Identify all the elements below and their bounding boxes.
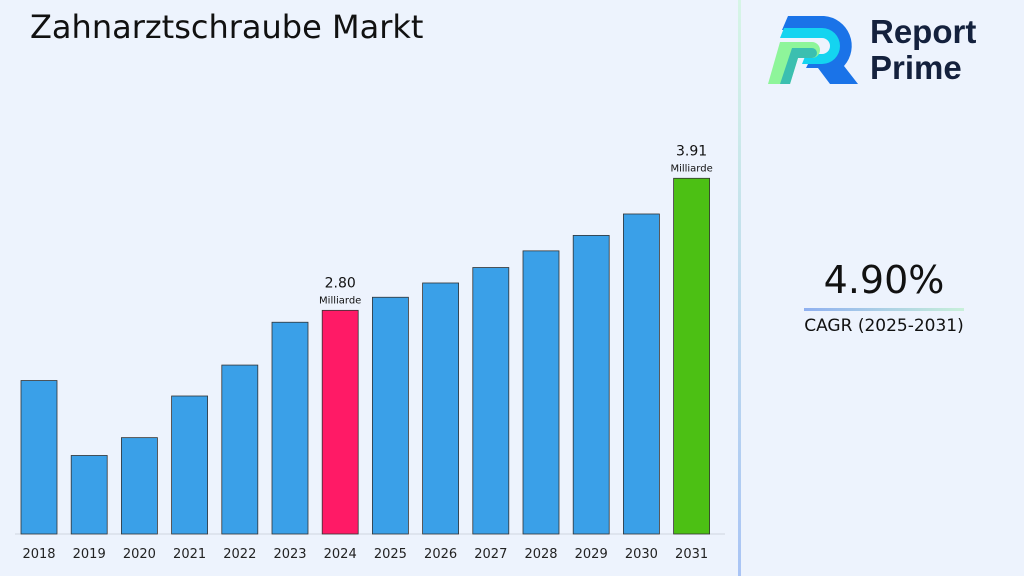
bar-2026 xyxy=(422,282,460,535)
report-prime-logo xyxy=(768,16,858,84)
bar-2028 xyxy=(522,250,560,535)
logo-line1: Report xyxy=(870,13,977,50)
bar-2031 xyxy=(673,177,710,535)
logo-text: Report Prime xyxy=(870,14,976,86)
bar-2029 xyxy=(572,234,610,535)
bar-2023 xyxy=(271,321,309,535)
x-tick-label: 2018 xyxy=(22,547,55,562)
x-tick-label: 2030 xyxy=(625,547,658,562)
bar-2025 xyxy=(371,296,409,535)
bar-2022 xyxy=(221,364,259,535)
x-tick-label: 2031 xyxy=(675,547,708,562)
x-tick-label: 2023 xyxy=(273,547,306,562)
x-tick-label: 2019 xyxy=(73,547,106,562)
cagr-underline xyxy=(804,308,964,311)
x-tick-label: 2025 xyxy=(374,547,407,562)
x-tick-label: 2027 xyxy=(474,547,507,562)
chart-title: Zahnarztschraube Markt xyxy=(30,8,424,46)
cagr-label: CAGR (2025-2031) xyxy=(804,316,964,336)
x-tick-label: 2029 xyxy=(575,547,608,562)
data-label-unit: Milliarde xyxy=(670,163,712,174)
x-tick-label: 2021 xyxy=(173,547,206,562)
bar-2020 xyxy=(121,437,158,535)
cagr-value: 4.90% xyxy=(823,258,945,302)
x-tick-label: 2028 xyxy=(524,547,557,562)
data-label-value: 2.80 xyxy=(325,275,356,291)
bar-2030 xyxy=(623,213,660,535)
logo-line2: Prime xyxy=(870,49,962,86)
x-tick-label: 2026 xyxy=(424,547,457,562)
bar-2019 xyxy=(70,455,108,535)
bar-2027 xyxy=(472,267,510,535)
data-label-unit: Milliarde xyxy=(319,295,361,306)
bar-2018 xyxy=(20,380,58,535)
bar-2024 xyxy=(321,309,359,535)
data-label-value: 3.91 xyxy=(676,143,707,159)
x-tick-label: 2020 xyxy=(123,547,156,562)
bar-2021 xyxy=(171,395,209,535)
bar-chart: 2018 2019 2020 2021 2022 2023 2024 2.80 Milliard… xyxy=(15,143,725,562)
divider xyxy=(738,0,741,576)
x-tick-label: 2024 xyxy=(324,547,357,562)
x-tick-label: 2022 xyxy=(223,547,256,562)
